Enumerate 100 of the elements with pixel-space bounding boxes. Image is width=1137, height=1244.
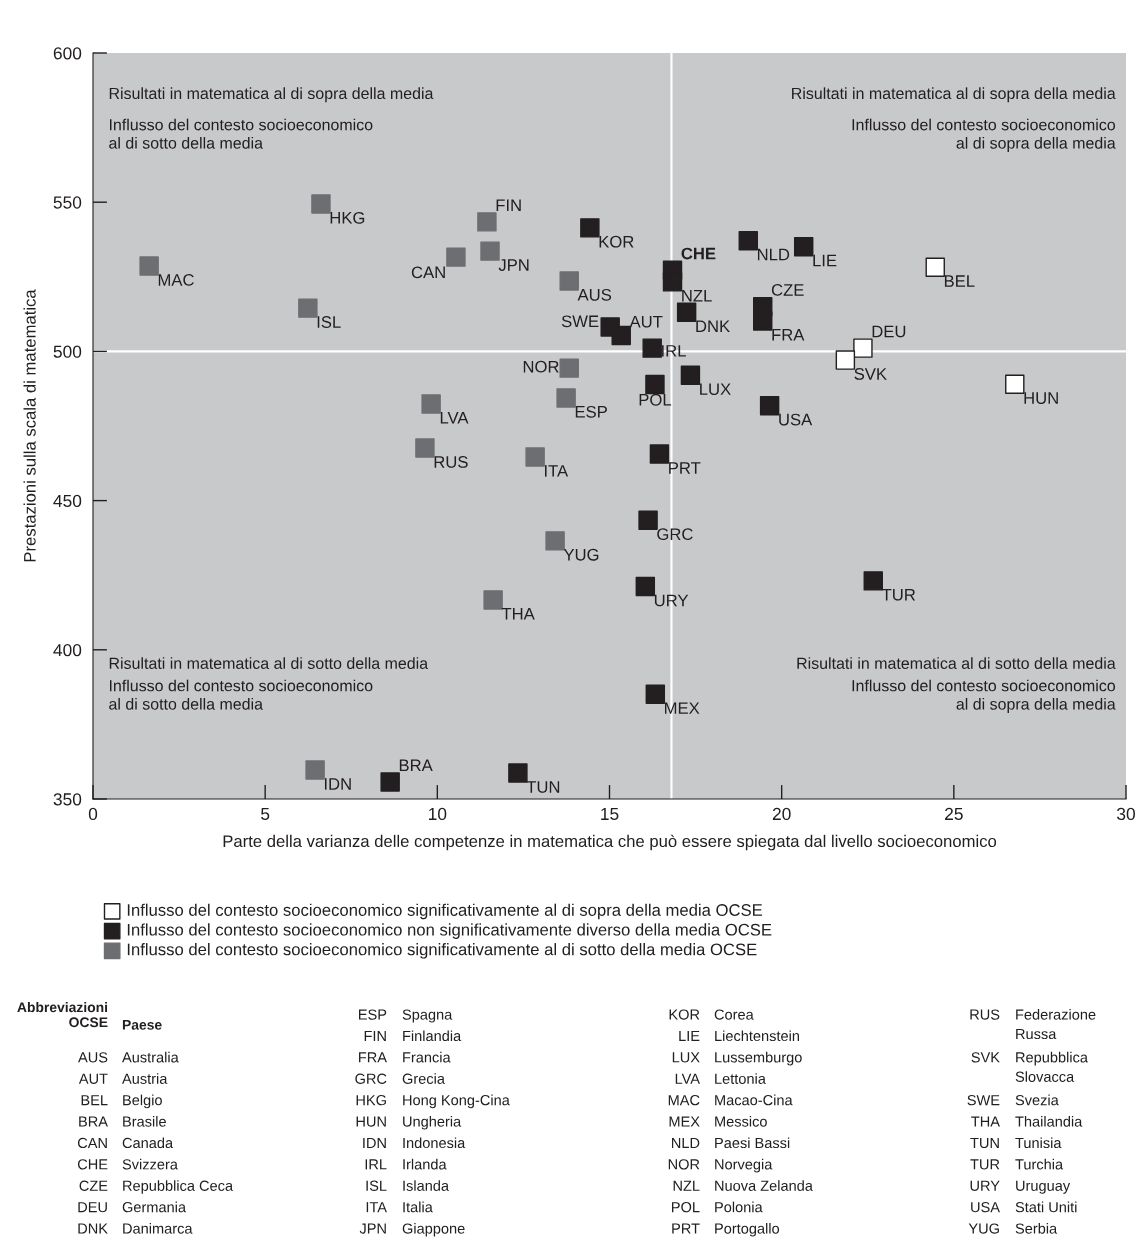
text: PRT Portogallo xyxy=(672,1223,780,1237)
text: POL Polonia xyxy=(672,1201,763,1213)
point xyxy=(311,194,331,214)
annotation: TUR xyxy=(881,588,916,601)
y-tick-label: 500 xyxy=(53,345,82,358)
point xyxy=(853,338,873,358)
annotation: Risultati in matematica al di sotto della media xyxy=(797,657,1116,670)
annotation: SVK xyxy=(854,368,887,380)
point xyxy=(559,271,579,291)
text: USA Stati Uniti xyxy=(971,1201,1077,1213)
text: BRA Brasile xyxy=(79,1116,166,1127)
annotation: FRA xyxy=(772,329,805,341)
point xyxy=(305,760,325,780)
text: LUX Lussemburgo xyxy=(672,1051,802,1066)
x-axis-title: Parte della varianza delle competenze in matematica che può essere spiegata dal livello socioeconomico xyxy=(223,834,997,851)
text: HKG Hong Kong-Cina xyxy=(356,1094,510,1109)
x-tick-label: 5 xyxy=(261,807,270,821)
annotation: PRT xyxy=(669,462,701,474)
annotation: MAC xyxy=(158,274,194,286)
x-tick-label: 30 xyxy=(1117,807,1135,821)
point xyxy=(480,241,500,261)
text: Abbreviazioni OCSE Paese xyxy=(17,1002,162,1030)
text: KOR Corea xyxy=(669,1009,754,1020)
text: TUN Tunisia xyxy=(970,1137,1062,1149)
annotation: JPN xyxy=(498,259,529,271)
annotation: Influsso del contesto socioeconomico al di sotto della media xyxy=(109,679,373,710)
point xyxy=(662,272,683,292)
legend-label: Influsso del contesto socioeconomico significativamente al di sopra della media OCSE xyxy=(127,903,763,920)
point xyxy=(508,763,528,783)
point xyxy=(638,510,658,531)
text: YUG Serbia xyxy=(968,1223,1058,1234)
text: CAN Canada xyxy=(77,1137,174,1149)
point xyxy=(525,447,545,467)
point xyxy=(556,388,576,408)
x-tick-label: 10 xyxy=(429,807,447,821)
annotation: HUN xyxy=(1024,392,1058,404)
text: LIE Liechtenstein xyxy=(679,1030,799,1042)
text: JPN Giappone xyxy=(359,1223,465,1237)
point xyxy=(676,302,697,323)
annotation: BEL xyxy=(944,275,975,287)
point xyxy=(835,350,856,370)
annotation: NZL xyxy=(682,289,712,302)
y-tick-label: 600 xyxy=(53,47,82,60)
y-tick-label: 350 xyxy=(53,793,82,806)
point xyxy=(139,256,159,276)
annotation: MEX xyxy=(665,702,700,714)
point xyxy=(380,772,400,792)
annotation: FIN xyxy=(496,199,521,211)
annotation: USA xyxy=(779,413,813,426)
text: CHE Svizzera xyxy=(77,1158,178,1170)
point xyxy=(477,212,497,232)
text: DNK Danimarca xyxy=(78,1223,193,1234)
text: FIN Finlandia xyxy=(364,1030,462,1042)
annotation: LUX xyxy=(700,383,731,396)
point xyxy=(642,338,662,358)
text: ITA Italia xyxy=(366,1201,433,1213)
x-tick-label: 20 xyxy=(772,807,791,821)
text: AUT Austria xyxy=(78,1073,168,1084)
annotation: AUT xyxy=(629,315,663,328)
text: FRA Francia xyxy=(359,1051,451,1063)
annotation: Risultati in matematica al di sotto della media xyxy=(109,657,429,670)
text: SVK Repubblica Slovacca xyxy=(971,1051,1088,1082)
annotation: DEU xyxy=(872,325,906,338)
annotation: THA xyxy=(501,608,535,620)
y-axis-title: Prestazioni sulla scala di matematica xyxy=(23,289,36,562)
text: SWE Svezia xyxy=(967,1094,1059,1106)
point xyxy=(611,325,631,346)
point xyxy=(738,230,758,251)
x-tick-label: 25 xyxy=(945,807,963,821)
text: IRL Irlanda xyxy=(365,1158,447,1170)
annotation: IDN xyxy=(324,778,351,790)
point xyxy=(1005,374,1025,394)
text: THA Thailandia xyxy=(971,1116,1083,1127)
point xyxy=(645,684,666,704)
annotation: NLD xyxy=(757,248,790,261)
point xyxy=(483,590,503,610)
point xyxy=(446,247,466,267)
annotation: CAN xyxy=(411,266,445,279)
point xyxy=(421,394,441,414)
point xyxy=(925,257,945,277)
point xyxy=(298,298,318,318)
annotation: ISL xyxy=(317,316,341,328)
annotation: POL xyxy=(639,393,672,406)
text: RUS Federazione Russa xyxy=(970,1009,1096,1040)
text: LVA Lettonia xyxy=(675,1073,766,1084)
annotation: KOR xyxy=(599,235,634,248)
point xyxy=(793,236,814,257)
text: URY Uruguay xyxy=(970,1180,1071,1194)
annotation: IRL xyxy=(662,345,686,357)
annotation: CHE xyxy=(681,247,716,260)
point xyxy=(559,358,579,378)
text: NZL Nuova Zelanda xyxy=(673,1180,813,1191)
legend-label: Influsso del contesto socioeconomico significativamente al di sotto della media OCSE xyxy=(127,943,757,959)
annotation: TUN xyxy=(526,781,560,793)
x-tick-label: 0 xyxy=(88,807,98,821)
point xyxy=(635,576,656,597)
text: NLD Paesi Bassi xyxy=(672,1137,790,1149)
text: MAC Macao-Cina xyxy=(668,1094,793,1106)
text: AUS Australia xyxy=(78,1051,179,1063)
legend-label: Influsso del contesto socioeconomico non significativamente diverso della media OCSE xyxy=(127,923,772,939)
